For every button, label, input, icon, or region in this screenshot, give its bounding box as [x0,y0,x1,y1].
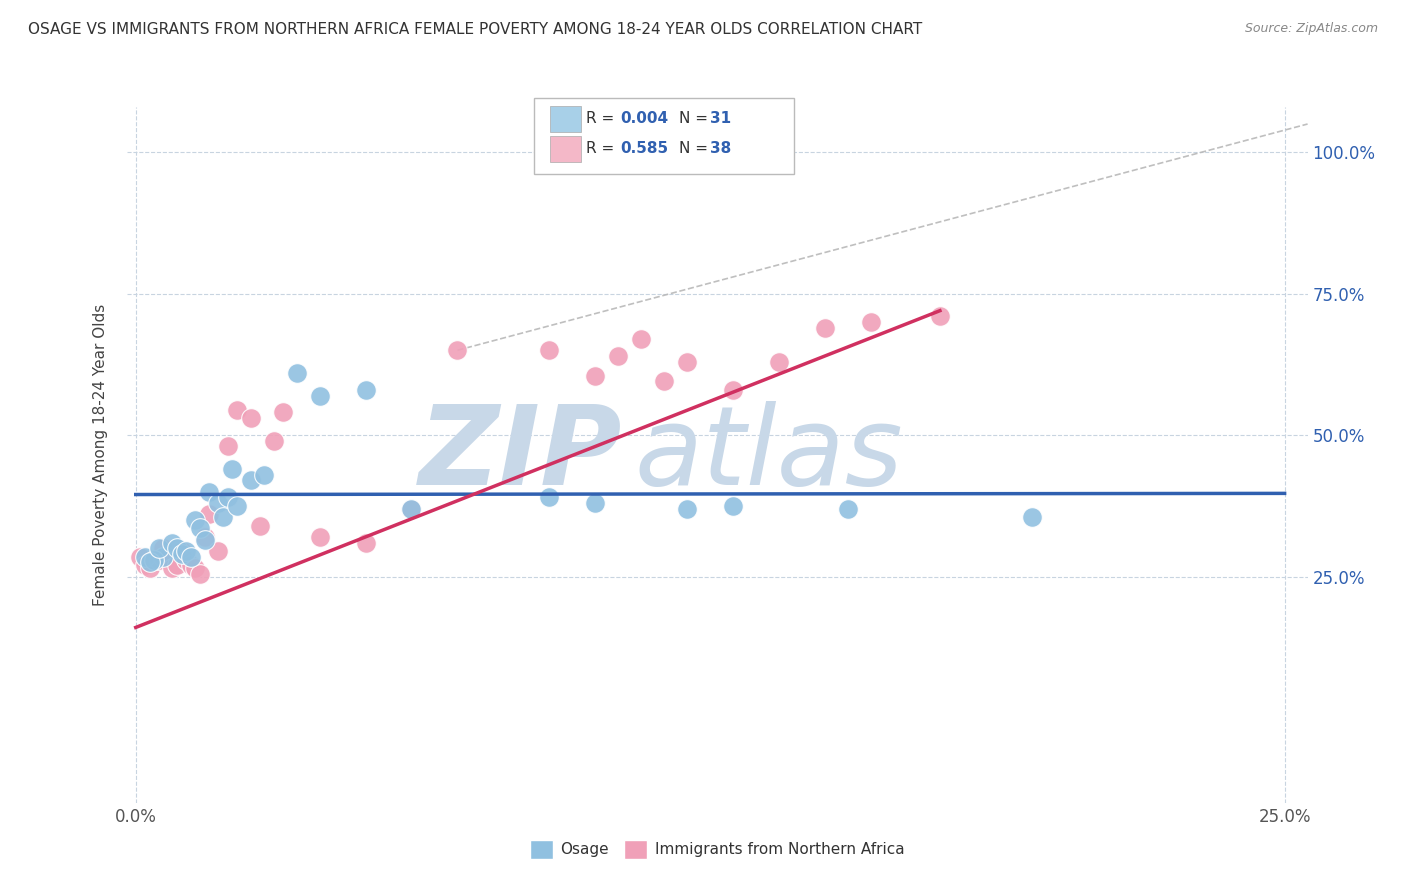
Point [401,501,423,516]
Text: R =: R = [586,142,620,156]
Point [271,405,294,419]
Text: N =: N = [679,142,713,156]
Point [263,434,285,448]
Point [1021,510,1043,524]
Text: 38: 38 [710,142,731,156]
Point [217,491,239,505]
Point [207,544,229,558]
Text: R =: R = [586,112,620,126]
Point [401,501,423,516]
Point [184,513,207,527]
Point [143,552,166,566]
Point [138,561,160,575]
Point [148,541,170,556]
Point [676,501,699,516]
Point [162,561,184,575]
Point [239,474,262,488]
Point [721,499,744,513]
Point [607,349,630,363]
Text: Source: ZipAtlas.com: Source: ZipAtlas.com [1244,22,1378,36]
Point [859,315,882,329]
Point [152,549,174,564]
Point [721,383,744,397]
Point [538,343,561,358]
Point [188,521,211,535]
Point [308,388,330,402]
Point [194,530,217,544]
Point [929,310,952,324]
Point [630,332,652,346]
Point [166,541,188,556]
Point [148,552,170,566]
Point [194,533,217,547]
Text: OSAGE VS IMMIGRANTS FROM NORTHERN AFRICA FEMALE POVERTY AMONG 18-24 YEAR OLDS CO: OSAGE VS IMMIGRANTS FROM NORTHERN AFRICA… [28,22,922,37]
Point [152,541,174,556]
Point [814,320,837,334]
Point [162,535,184,549]
Legend: Osage, Immigrants from Northern Africa: Osage, Immigrants from Northern Africa [523,834,911,864]
Text: 31: 31 [710,112,731,126]
Point [188,566,211,581]
Point [308,530,330,544]
Point [170,544,193,558]
Y-axis label: Female Poverty Among 18-24 Year Olds: Female Poverty Among 18-24 Year Olds [93,304,108,606]
Point [285,366,308,380]
Point [652,375,675,389]
Point [166,558,188,573]
Point [170,547,193,561]
Point [143,552,166,566]
Point [134,549,156,564]
Text: 0.004: 0.004 [620,112,668,126]
Point [134,558,156,573]
Point [583,496,606,510]
Point [156,549,179,564]
Point [354,383,377,397]
Point [207,496,229,510]
Point [583,368,606,383]
Point [225,499,247,513]
Point [198,484,221,499]
Point [354,535,377,549]
Point [225,402,247,417]
Point [217,439,239,453]
Point [253,467,276,482]
Point [184,561,207,575]
Text: atlas: atlas [634,401,903,508]
Point [221,462,243,476]
Point [249,518,271,533]
Text: ZIP: ZIP [419,401,623,508]
Point [538,491,561,505]
Point [180,558,202,573]
Point [212,510,235,524]
Point [174,544,197,558]
Point [198,508,221,522]
Text: 0.585: 0.585 [620,142,668,156]
Point [239,411,262,425]
Point [129,549,152,564]
Point [174,552,197,566]
Point [446,343,468,358]
Point [837,501,859,516]
Point [180,549,202,564]
Point [676,354,699,368]
Point [138,555,160,569]
Text: N =: N = [679,112,713,126]
Point [768,354,790,368]
